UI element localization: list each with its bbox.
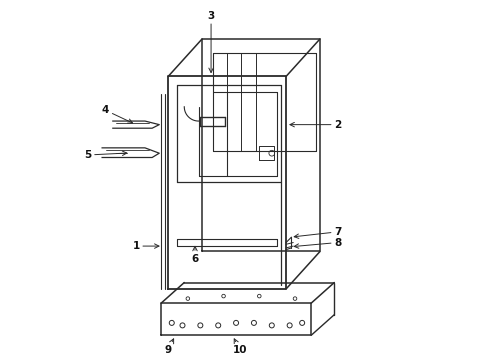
Text: 3: 3: [207, 11, 215, 72]
Text: 8: 8: [294, 238, 342, 248]
Text: 4: 4: [102, 105, 133, 123]
Text: 9: 9: [165, 339, 173, 355]
Text: 2: 2: [290, 120, 342, 130]
Text: 6: 6: [192, 246, 198, 264]
Text: 1: 1: [132, 241, 159, 251]
Text: 10: 10: [232, 339, 247, 355]
Text: 5: 5: [84, 150, 127, 160]
Text: 7: 7: [294, 227, 342, 238]
